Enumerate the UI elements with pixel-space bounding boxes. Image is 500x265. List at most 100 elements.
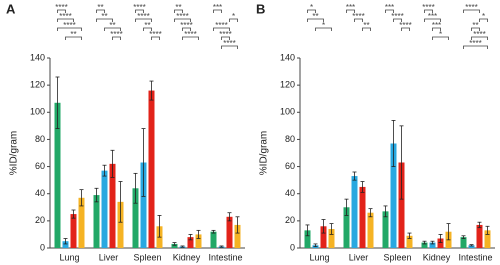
significance-bracket	[57, 27, 82, 31]
significance-bracket	[221, 45, 238, 49]
significance-label: **	[97, 3, 103, 12]
significance-bracket	[432, 36, 449, 40]
bar	[148, 90, 155, 248]
y-tick-label: 140	[280, 52, 295, 62]
bar	[117, 201, 124, 248]
significance-label: ****	[176, 12, 188, 21]
significance-label: ****	[149, 30, 161, 39]
bar	[93, 195, 100, 248]
significance-bracket	[182, 36, 199, 40]
significance-label: ****	[422, 3, 434, 12]
bar	[382, 211, 389, 248]
bar	[398, 162, 405, 248]
y-tick-label: 60	[35, 161, 45, 171]
significance-bracket	[424, 18, 441, 22]
significance-label: ****	[184, 30, 196, 39]
y-tick-label: 120	[280, 80, 295, 90]
y-tick-label: 60	[285, 161, 295, 171]
significance-label: **	[70, 30, 76, 39]
significance-bracket	[213, 9, 222, 13]
significance-label: *	[310, 3, 313, 12]
y-tick-label: 20	[285, 215, 295, 225]
bar	[359, 186, 366, 248]
bar	[101, 170, 108, 248]
significance-label: ***	[385, 3, 394, 12]
y-tick-label: 40	[35, 188, 45, 198]
significance-bracket	[471, 27, 480, 31]
significance-bracket	[57, 18, 74, 22]
bar	[109, 163, 116, 248]
y-tick-label: 80	[35, 134, 45, 144]
significance-bracket	[424, 9, 433, 13]
bar	[351, 176, 358, 248]
bar	[78, 197, 85, 248]
bar	[468, 245, 475, 248]
significance-bracket	[315, 27, 332, 31]
y-tick-label: 100	[280, 107, 295, 117]
significance-bracket	[401, 27, 410, 31]
significance-bracket	[174, 18, 191, 22]
significance-bracket	[96, 18, 113, 22]
significance-label: **	[175, 3, 181, 12]
y-tick-label: 0	[290, 242, 295, 252]
x-tick-label: Lung	[59, 252, 79, 262]
bar	[54, 102, 61, 249]
y-tick-label: 40	[285, 188, 295, 198]
significance-label: **	[144, 21, 150, 30]
significance-label: ****	[391, 12, 403, 21]
significance-label: ****	[55, 3, 67, 12]
significance-label: ****	[215, 21, 227, 30]
significance-bracket	[174, 9, 183, 13]
significance-label: ***	[432, 21, 441, 30]
significance-bracket	[104, 27, 121, 31]
x-tick-label: Intestine	[208, 252, 242, 262]
significance-label: ****	[399, 21, 411, 30]
significance-label: *	[232, 12, 235, 21]
significance-bracket	[135, 9, 144, 13]
significance-label: **	[109, 21, 115, 30]
x-tick-label: Spleen	[133, 252, 161, 262]
bar	[304, 230, 311, 248]
bar	[429, 242, 436, 248]
bar	[484, 230, 491, 248]
significance-label: *	[439, 30, 442, 39]
bar	[234, 224, 241, 248]
bar	[390, 143, 397, 248]
significance-label: ****	[473, 30, 485, 39]
y-tick-label: 20	[35, 215, 45, 225]
bar	[187, 237, 194, 248]
significance-bracket	[463, 45, 488, 49]
significance-label: **	[312, 12, 318, 21]
x-tick-label: Spleen	[383, 252, 411, 262]
significance-bracket	[432, 27, 441, 31]
x-tick-label: Intestine	[458, 252, 492, 262]
significance-bracket	[307, 18, 324, 22]
bar	[62, 241, 69, 248]
bar	[406, 235, 413, 248]
bar	[132, 188, 139, 248]
y-tick-label: 0	[40, 242, 45, 252]
bar	[171, 243, 178, 248]
significance-bracket	[346, 9, 355, 13]
significance-bracket	[479, 18, 488, 22]
significance-label: ****	[133, 3, 145, 12]
significance-label: ***	[213, 3, 222, 12]
panel-label: A	[6, 1, 16, 16]
x-tick-label: Lung	[309, 252, 329, 262]
y-tick-label: 140	[30, 52, 45, 62]
x-tick-label: Kidney	[173, 252, 201, 262]
x-tick-label: Liver	[99, 252, 119, 262]
y-axis-label: %ID/gram	[259, 131, 270, 175]
significance-label: ****	[223, 39, 235, 48]
y-tick-label: 80	[285, 134, 295, 144]
significance-bracket	[463, 9, 480, 13]
significance-label: ****	[465, 3, 477, 12]
x-tick-label: Liver	[349, 252, 369, 262]
significance-bracket	[221, 36, 230, 40]
significance-bracket	[65, 36, 82, 40]
significance-bracket	[182, 27, 191, 31]
bar	[195, 234, 202, 248]
panel-label: B	[256, 1, 265, 16]
